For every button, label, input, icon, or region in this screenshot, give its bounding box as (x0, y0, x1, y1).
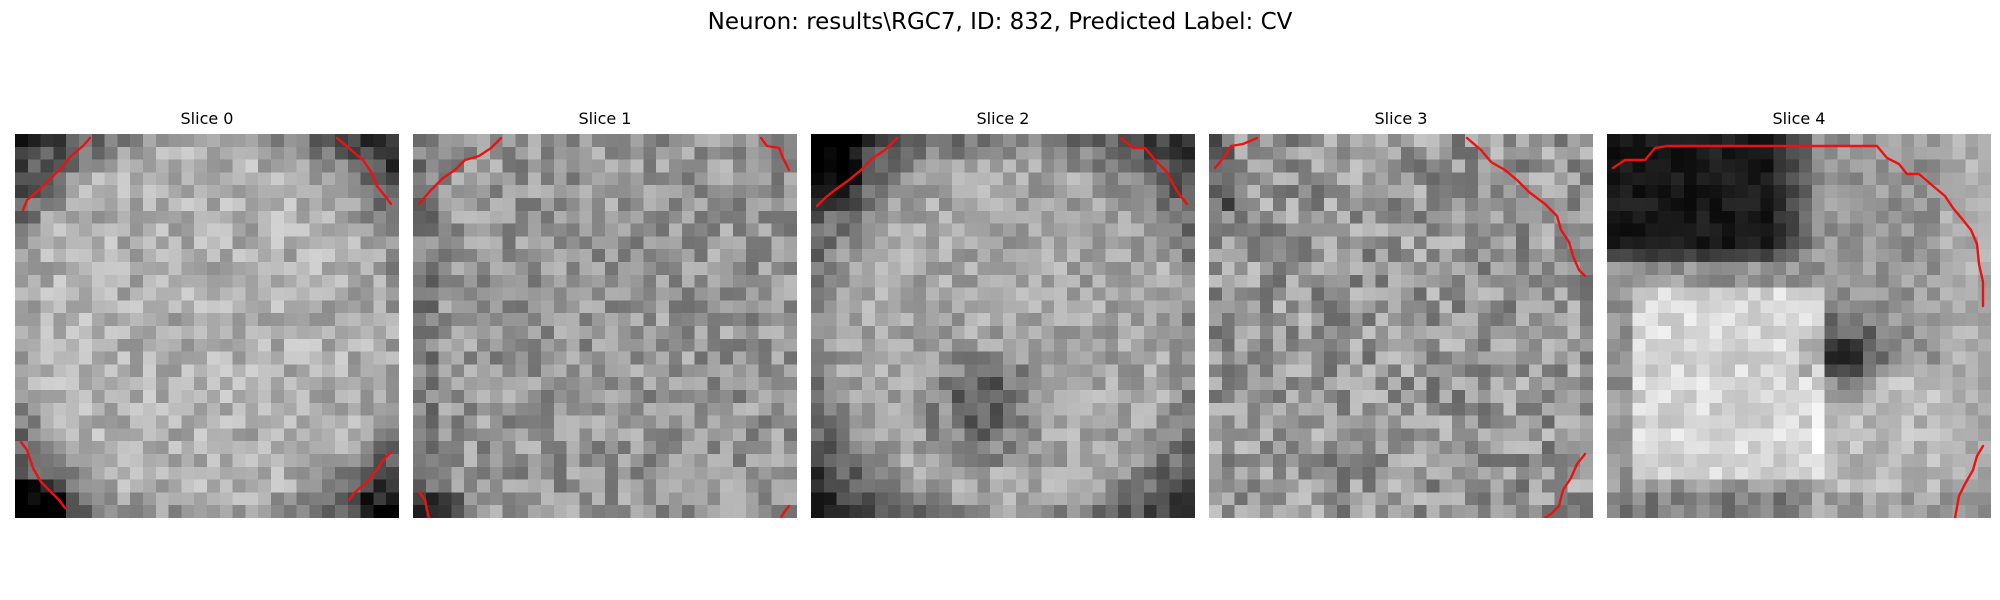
slice-title-3: Slice 3 (1374, 109, 1428, 128)
slice-image-3 (1209, 134, 1593, 518)
slice-image-4 (1607, 134, 1991, 518)
contour-line (815, 136, 899, 208)
contour-line (1611, 144, 1985, 308)
slice-canvas-0 (15, 134, 399, 518)
contour-line (1543, 452, 1587, 518)
slice-canvas-1 (413, 134, 797, 518)
contour-overlay-1 (417, 136, 791, 518)
slice-canvas-3 (1209, 134, 1593, 518)
slice-canvas-4 (1607, 134, 1991, 518)
slice-title-4: Slice 4 (1772, 109, 1826, 128)
contour-overlay-3 (1213, 136, 1587, 518)
slice-title-1: Slice 1 (578, 109, 632, 128)
contour-line (779, 504, 791, 518)
contour-line (417, 136, 503, 206)
contour-line (1213, 136, 1259, 170)
contour-overlay-0 (19, 136, 393, 510)
slice-image-1 (413, 134, 797, 518)
contour-overlay-4 (1611, 144, 1985, 518)
contour-line (417, 490, 431, 518)
contour-line (759, 136, 791, 172)
slice-image-2 (811, 134, 1195, 518)
contour-line (1119, 136, 1189, 206)
contour-line (19, 440, 67, 510)
slice-title-0: Slice 0 (180, 109, 234, 128)
contour-line (21, 136, 92, 212)
slice-image-0 (15, 134, 399, 518)
slice-canvas-2 (811, 134, 1195, 518)
contour-line (347, 450, 393, 502)
contour-line (335, 136, 393, 206)
contour-overlay-2 (815, 136, 1189, 208)
contour-line (1465, 136, 1587, 278)
slice-title-2: Slice 2 (976, 109, 1030, 128)
figure-title: Neuron: results\RGC7, ID: 832, Predicted… (707, 9, 1293, 35)
contour-line (1953, 444, 1985, 518)
